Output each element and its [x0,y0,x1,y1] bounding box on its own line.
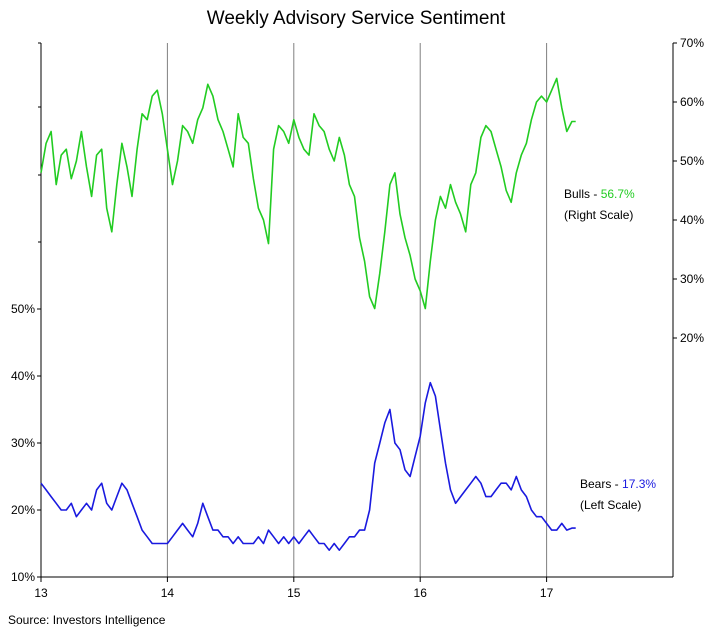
x-tick-label-13: 13 [34,586,48,600]
bears-annotation-prefix: Bears - [580,477,622,491]
x-axis-ticks: 13 14 15 16 17 [34,577,554,600]
left-axis-ticks: 10% 20% 30% 40% 50% [11,302,41,584]
right-tick-label-40: 40% [680,213,704,227]
x-tick-label-15: 15 [287,586,301,600]
bulls-annotation: Bulls - 56.7% [564,187,635,201]
left-tick-label-20: 20% [11,503,35,517]
chart-title: Weekly Advisory Service Sentiment [207,8,506,29]
bulls-scale-label: (Right Scale) [564,208,633,222]
right-tick-label-20: 20% [680,331,704,345]
right-tick-label-60: 60% [680,95,704,109]
series-line-bulls [40,77,576,310]
left-tick-label-40: 40% [11,369,35,383]
x-tick-label-16: 16 [414,586,428,600]
x-tick-label-14: 14 [161,586,175,600]
right-axis-ticks: 20% 30% 40% 50% 60% 70% [673,36,704,345]
bulls-annotation-prefix: Bulls - [564,187,601,201]
series-line-bears [40,381,576,552]
left-tick-label-30: 30% [11,436,35,450]
axes [38,42,674,578]
x-tick-label-17: 17 [540,586,554,600]
series [40,77,576,552]
bears-annotation: Bears - 17.3% [580,477,656,491]
right-tick-label-50: 50% [680,154,704,168]
bears-scale-label: (Left Scale) [580,498,641,512]
left-tick-label-50: 50% [11,302,35,316]
gridlines [166,43,548,577]
left-tick-label-10: 10% [11,570,35,584]
right-tick-label-70: 70% [680,36,704,50]
source-note: Source: Investors Intelligence [8,613,166,627]
bears-annotation-value: 17.3% [622,477,656,491]
bulls-annotation-value: 56.7% [601,187,635,201]
right-tick-label-30: 30% [680,272,704,286]
